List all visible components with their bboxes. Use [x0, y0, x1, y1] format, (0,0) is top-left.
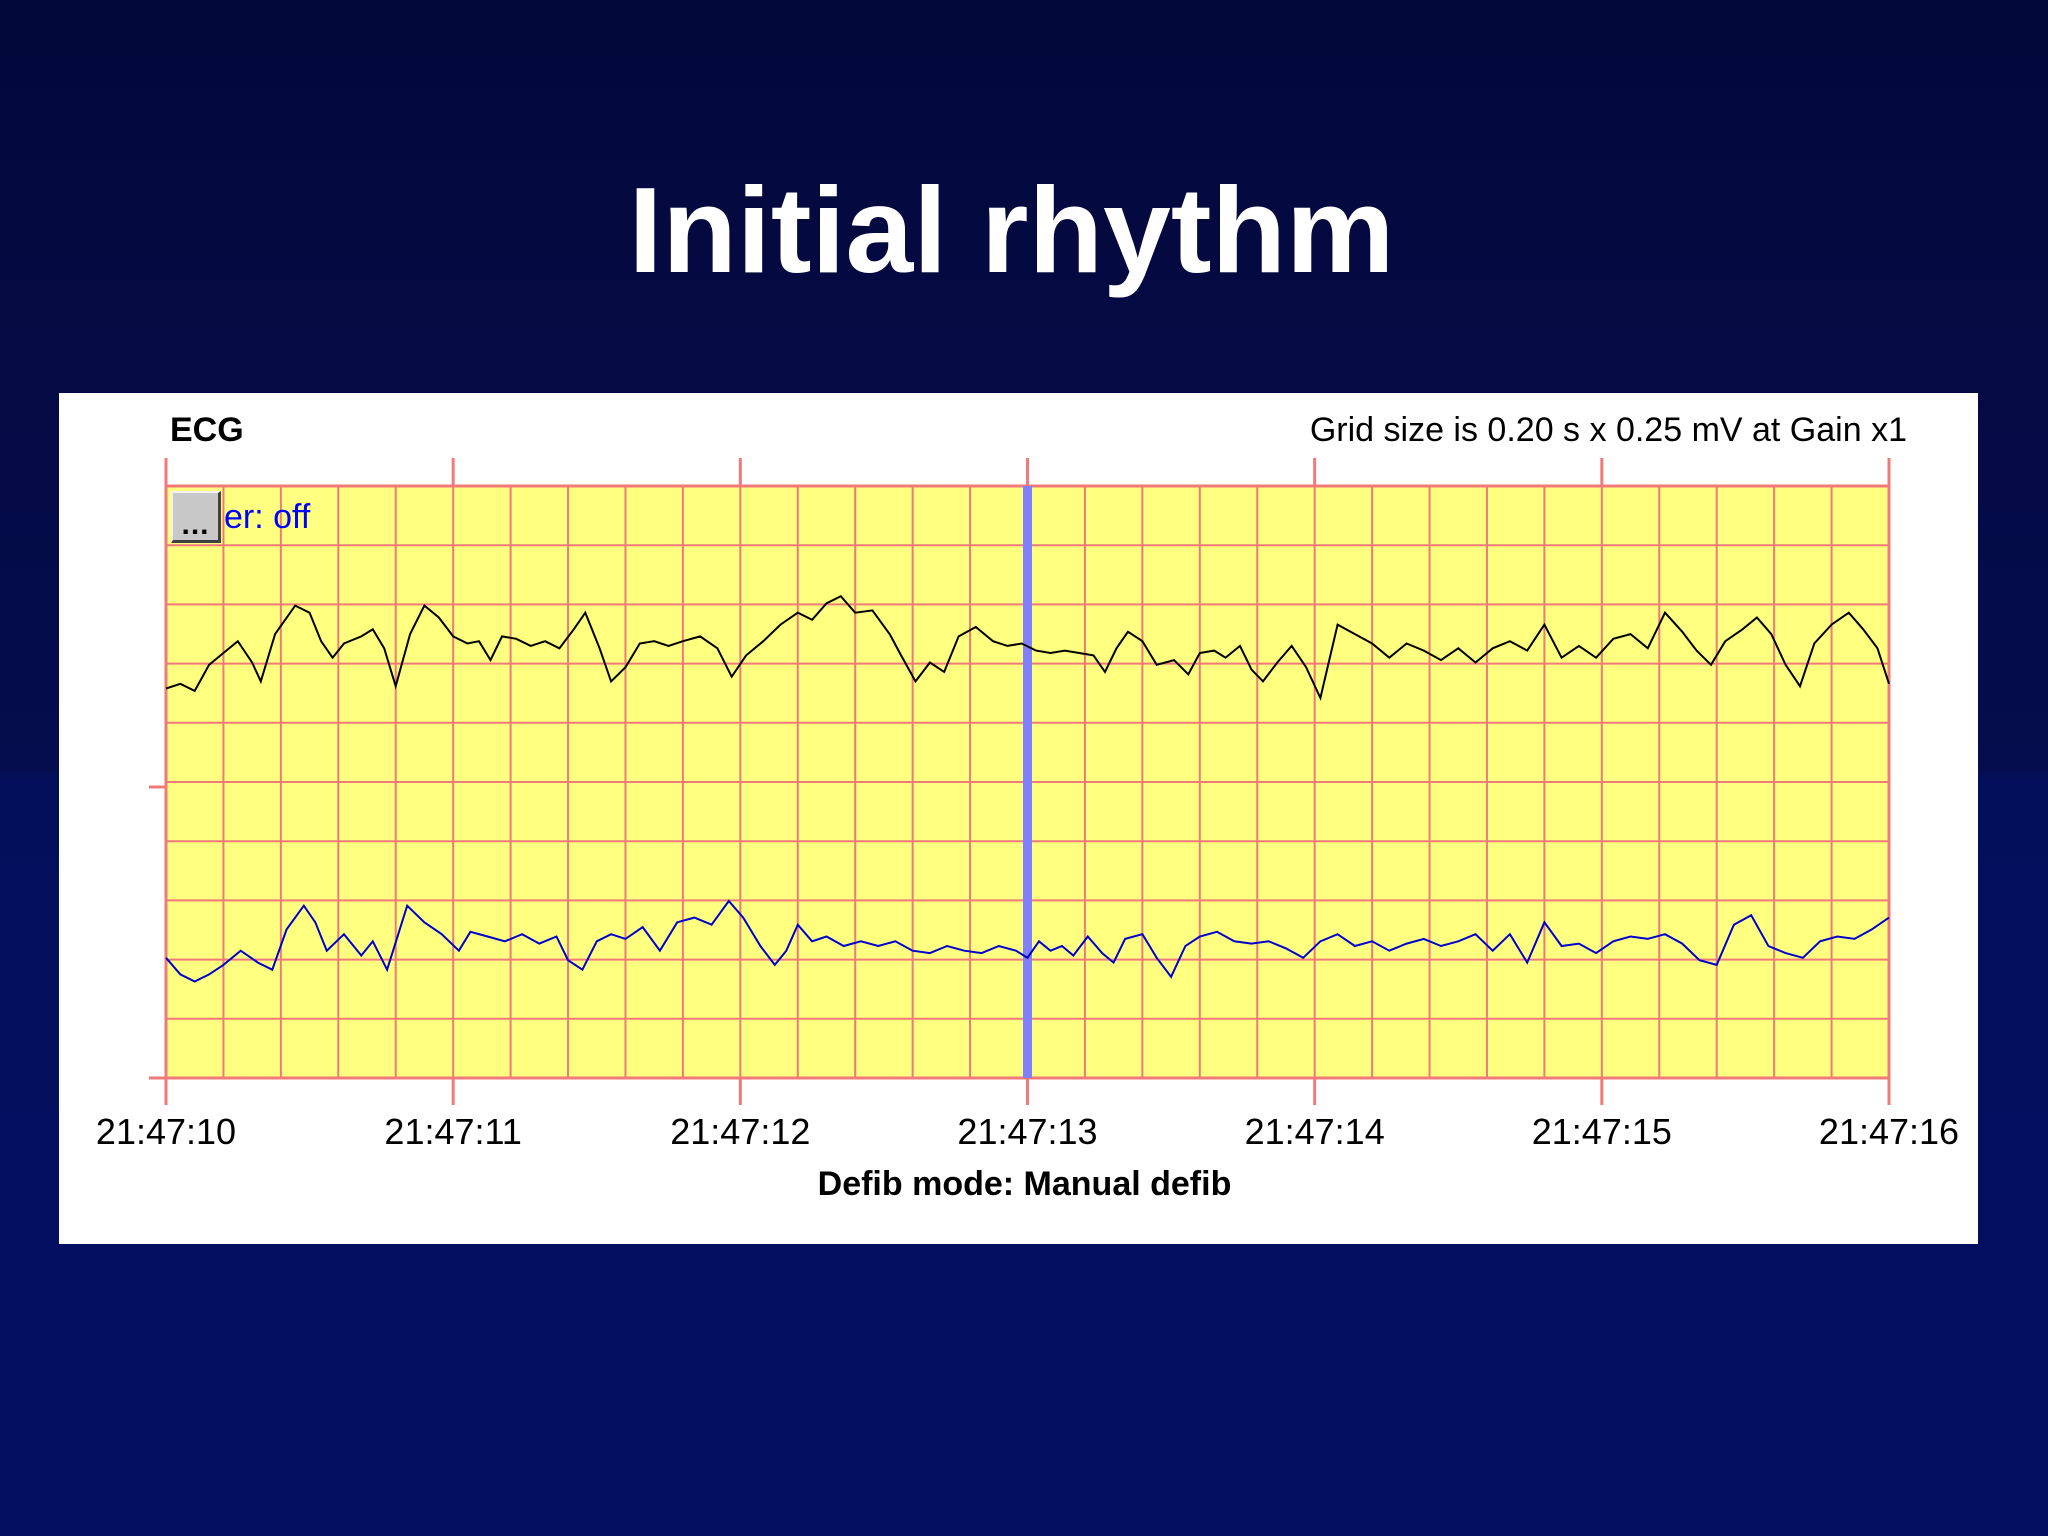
defib-mode-value: Manual defib — [1023, 1165, 1232, 1203]
filter-status: er: off — [224, 497, 311, 536]
ecg-label: ECG — [170, 411, 244, 449]
time-tick-label: 21:47:13 — [957, 1111, 1098, 1152]
time-tick-label: 21:47:16 — [1818, 1111, 1960, 1152]
time-tick-label: 21:47:12 — [670, 1111, 811, 1152]
time-tick-label: 21:47:10 — [95, 1111, 237, 1152]
time-tick-label: 21:47:11 — [384, 1111, 522, 1152]
time-tick-label: 21:47:15 — [1531, 1111, 1672, 1152]
ecg-panel: ECG Grid size is 0.20 s x 0.25 mV at Gai… — [59, 393, 1978, 1244]
defib-mode-label: Defib mode: — [817, 1165, 1015, 1203]
defib-mode: Defib mode: Manual defib — [59, 1165, 1990, 1204]
filter-control[interactable]: ... er: off — [171, 489, 310, 545]
ellipsis-icon: ... — [181, 508, 210, 541]
ecg-trace-top — [165, 594, 1890, 702]
filter-menu-button[interactable]: ... — [171, 491, 221, 543]
grid-info: Grid size is 0.20 s x 0.25 mV at Gain x1 — [1309, 411, 1907, 449]
ecg-chart — [149, 458, 1891, 1105]
ecg-trace-bottom — [165, 899, 1890, 983]
time-ticks — [149, 458, 1891, 1105]
time-tick-label: 21:47:14 — [1244, 1111, 1385, 1152]
slide-title: Initial rhythm — [628, 162, 1395, 298]
